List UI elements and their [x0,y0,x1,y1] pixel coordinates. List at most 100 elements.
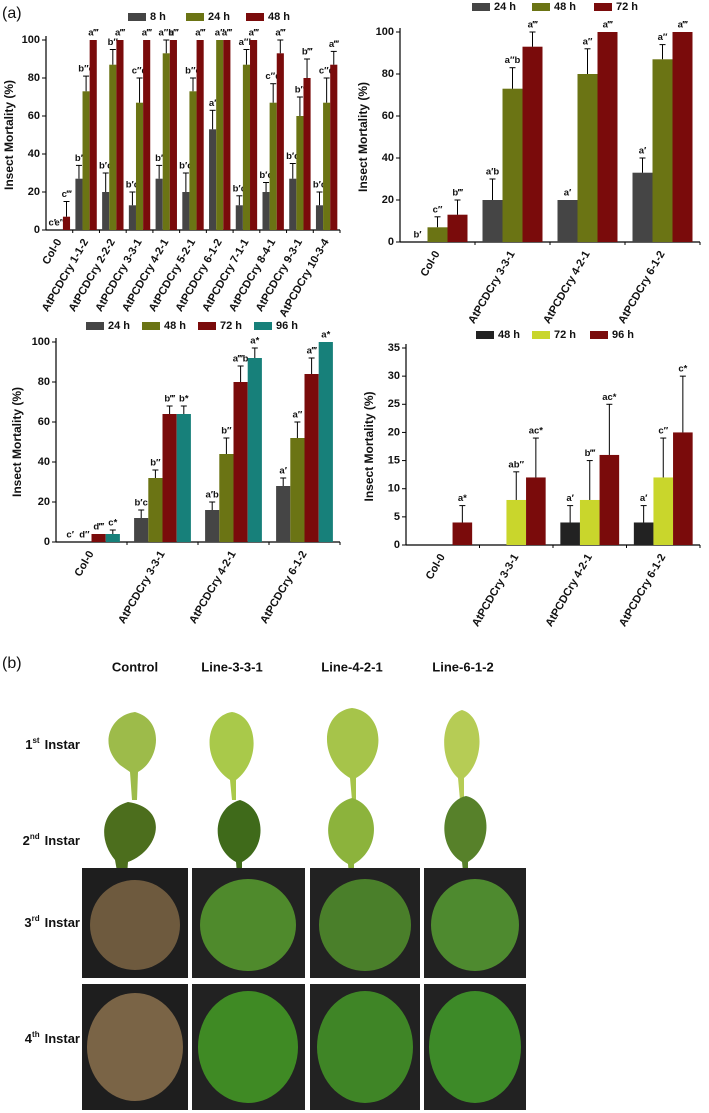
significance-label: c′ [66,530,74,541]
bar [296,116,304,230]
legend-label: 48 h [554,1,576,13]
legend-label: 72 h [220,320,242,332]
significance-label: c‴ [62,189,72,200]
significance-label: a‴ [115,28,125,39]
significance-label: b′c [135,498,148,509]
bar [289,178,297,230]
significance-label: a″b [505,55,521,66]
leaf [209,712,254,800]
x-tick-label: AtPCDCry 3-3-1 [466,249,517,326]
column-label: Control [112,659,158,674]
bar [109,64,117,230]
x-tick-label: AtPCDCry 6-1-2 [258,549,309,626]
significance-label: c″d [132,66,148,77]
significance-label: a‴ [142,28,152,39]
legend-label: 96 h [612,329,634,341]
significance-label: a″b [239,37,255,48]
panel-label: (a) [2,5,22,22]
bar [205,510,220,542]
legend-label: 24 h [494,1,516,13]
bar [209,129,217,230]
y-tick-label: 40 [28,148,40,160]
x-tick-label: AtPCDCry 4-2-1 [544,552,595,629]
significance-label: c″ [433,204,443,215]
y-tick-label: 25 [388,398,400,410]
legend-swatch [86,322,104,330]
bar [427,227,448,242]
significance-label: a′ [564,188,572,199]
bar [447,214,468,242]
bar [304,374,319,542]
x-tick-label: Col-0 [424,552,448,582]
legend-swatch [532,3,550,11]
y-tick-label: 40 [38,456,50,468]
significance-label: a‴ [222,28,232,39]
plant [200,879,296,971]
legend-swatch [476,331,494,339]
significance-label: a‴ [307,346,317,357]
significance-label: c′ [48,218,56,229]
significance-label: a″ [658,32,668,43]
y-tick-label: 100 [32,336,50,348]
significance-label: a′ [566,493,574,504]
y-tick-label: 100 [376,26,394,38]
y-tick-label: 30 [388,370,400,382]
significance-label: a″b [158,28,174,39]
bar [276,53,284,230]
bar [323,102,331,230]
bar [452,522,473,545]
bar [522,46,543,243]
bar [62,216,71,230]
significance-label: a′ [640,493,648,504]
significance-label: a* [321,330,330,341]
bar [506,499,527,545]
legend-label: 48 h [498,329,520,341]
y-tick-label: 20 [388,426,400,438]
significance-label: b″ [108,37,119,48]
significance-label: b′c [313,180,326,191]
row-label: 1st Instar [25,736,80,752]
significance-label: a‴ [603,20,613,31]
significance-label: a* [458,493,467,504]
legend-swatch [590,331,608,339]
bar [219,454,234,542]
bar [318,342,333,542]
leaf-photos [104,708,487,888]
bar [269,102,277,230]
bar [235,205,243,230]
significance-label: c″ [658,426,668,437]
legend-swatch [594,3,612,11]
bar [223,40,231,230]
x-tick-label: Col-0 [40,237,64,267]
plant-photos [82,868,526,1110]
bar [673,432,693,545]
significance-label: b′c [99,161,112,172]
y-tick-label: 0 [394,539,400,551]
significance-label: a‴ [168,28,178,39]
x-tick-label: AtPCDCry 6-1-2 [616,249,667,326]
row-number: 3 [24,915,31,930]
x-tick-label: AtPCDCry 4-2-1 [541,249,592,326]
significance-label: b′c [233,183,246,194]
bar [482,200,503,242]
bar [176,414,191,542]
bar [290,438,305,542]
leaf [104,802,156,888]
legend-swatch [198,322,216,330]
bar [128,205,136,230]
significance-label: a′b [486,167,500,178]
bar [262,192,270,230]
significance-label: b′c [126,180,139,191]
row-suffix: nd [30,832,40,841]
x-tick-label: Col-0 [418,249,442,279]
bar [653,477,674,545]
bar [502,88,523,242]
significance-label: a‴ [275,28,285,39]
y-tick-label: 60 [382,110,394,122]
legend-label: 8 h [150,11,166,23]
y-tick-label: 20 [28,186,40,198]
row-label: 4th Instar [25,1030,80,1046]
significance-label: ab″ [508,459,524,470]
row-number: 1 [25,737,32,752]
